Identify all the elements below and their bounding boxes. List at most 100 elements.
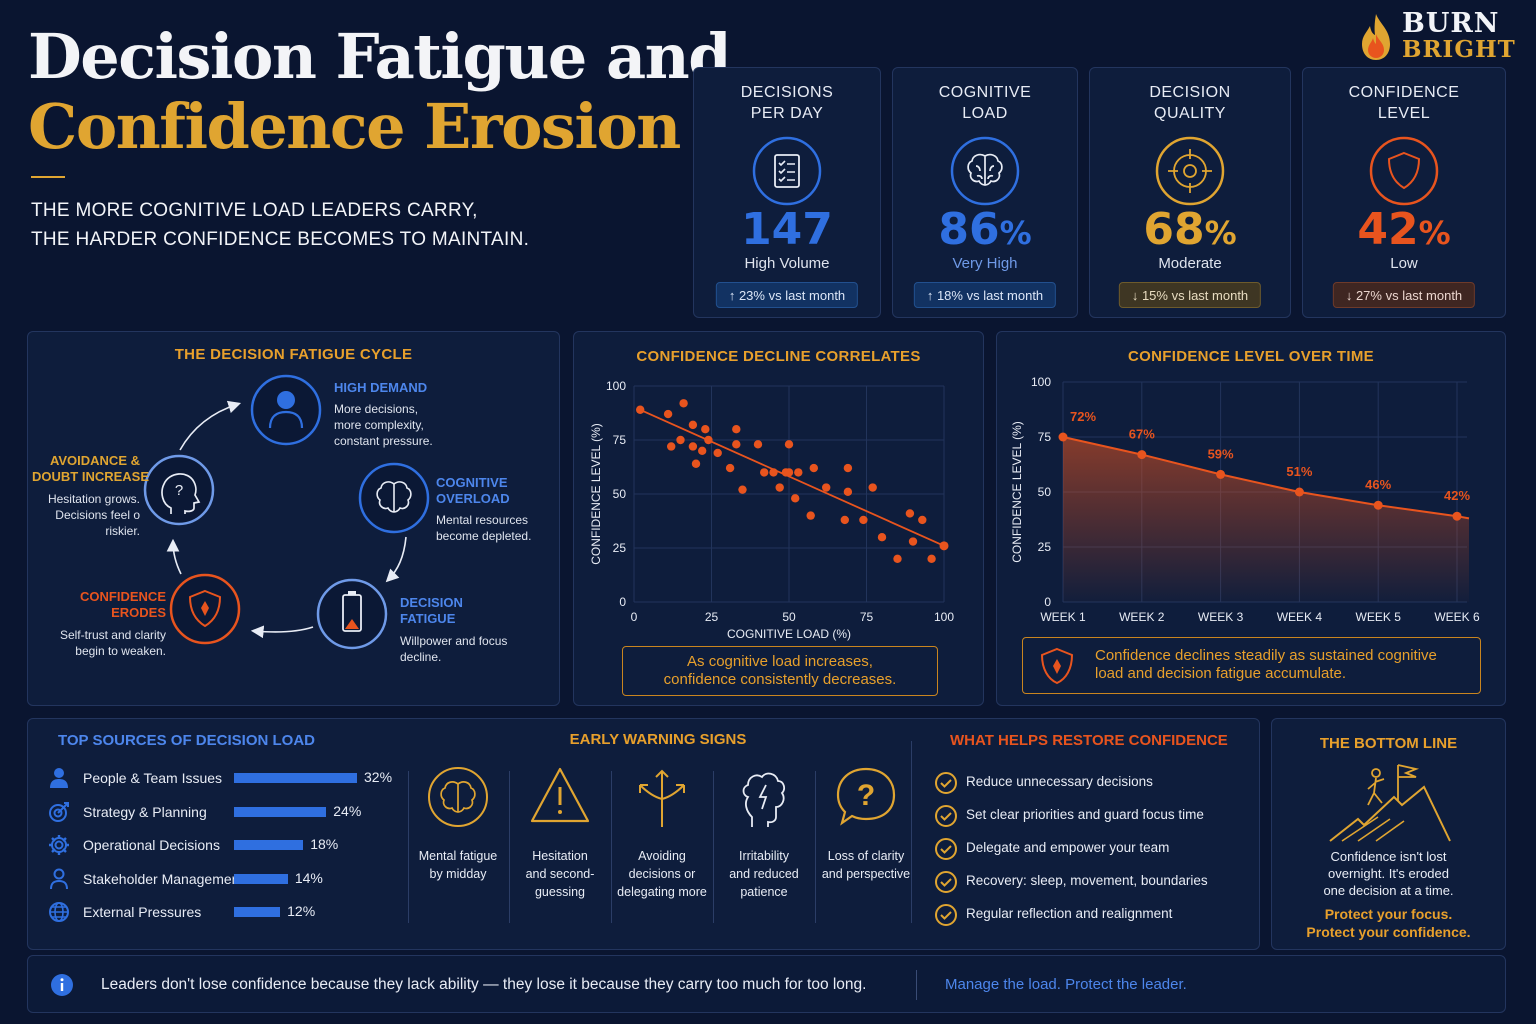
scatter-point xyxy=(868,483,877,492)
cycle-node-title: FATIGUE xyxy=(400,611,456,626)
cycle-node-decision-fatigue xyxy=(316,578,388,650)
area-chart: 0 25 50 75 100 WEEK 1 WEEK 2 WEEK 3 WEEK 4 WEEK 5… xyxy=(1010,375,1480,624)
restore-item-text: Set clear priorities and guard focus tim… xyxy=(966,807,1204,822)
check-circle-icon xyxy=(935,904,957,926)
scatter-point xyxy=(840,515,849,525)
source-label: Stakeholder Management xyxy=(83,870,244,887)
sources-warnings-restore-panel: TOP SOURCES OF DECISION LOAD People & Te… xyxy=(27,718,1260,950)
cycle-node-title: HIGH DEMAND xyxy=(334,380,428,395)
info-icon xyxy=(51,974,73,996)
caption-line: guessing xyxy=(534,885,586,899)
kpi-card-decisions: DECISIONS PER DAY 147 High Volume ↑ 23% v… xyxy=(693,67,881,318)
kpi-card-confidence: CONFIDENCE LEVEL 42% Low ↓ 27% vs last mo… xyxy=(1302,67,1506,318)
bottom-line-panel: THE BOTTOM LINE Confidence isn't lost ov… xyxy=(1271,718,1506,950)
scatter-callout: As cognitive load increases, confidence … xyxy=(622,646,938,696)
data-label: 59% xyxy=(1208,446,1234,461)
scatter-point xyxy=(905,509,915,518)
divider xyxy=(815,771,816,923)
cycle-node-confidence-erodes xyxy=(169,573,241,645)
y-tick-label: 75 xyxy=(1038,430,1052,444)
kpi-label-line: LOAD xyxy=(962,105,1008,122)
warning-item: Mental fatigue by midday xyxy=(410,759,506,881)
scatter-point xyxy=(822,483,831,492)
caption-line: patience xyxy=(740,885,788,899)
brain-icon xyxy=(428,767,488,827)
kpi-number: 42 xyxy=(1357,204,1419,255)
cycle-arrow xyxy=(179,400,242,451)
y-tick-label: 25 xyxy=(613,541,627,555)
data-label: 72% xyxy=(1070,409,1096,424)
cycle-node-title: DOUBT INCREASE xyxy=(32,469,150,484)
cycle-node-desc: constant pressure. xyxy=(334,434,433,448)
scatter-point xyxy=(732,440,741,449)
footer-message: Leaders don't lose confidence because th… xyxy=(101,976,867,993)
x-tick-label: WEEK 3 xyxy=(1198,610,1244,624)
bottom-line-emphasis-line: Protect your confidence. xyxy=(1306,924,1471,940)
cycle-node-title: CONFIDENCE xyxy=(80,589,166,604)
kpi-label-line: LEVEL xyxy=(1377,105,1431,122)
cycle-node-desc: Self-trust and clarity xyxy=(59,628,166,642)
cycle-node-desc: become depleted. xyxy=(436,529,532,543)
callout-line: load and decision fatigue accumulate. xyxy=(1095,665,1347,682)
flame-icon xyxy=(1362,14,1390,60)
scatter-point xyxy=(784,440,794,449)
divider xyxy=(916,970,917,1000)
scatter-point xyxy=(843,463,853,473)
line-chart-callout: Confidence declines steadily as sustaine… xyxy=(1022,637,1481,694)
kpi-label-line: PER DAY xyxy=(750,105,824,122)
cycle-node-title: COGNITIVE xyxy=(436,475,508,490)
caption-line: Loss of clarity xyxy=(827,849,905,863)
x-tick-label: 0 xyxy=(631,610,638,624)
cycle-diagram: ? xyxy=(143,374,430,650)
area-fill xyxy=(1063,437,1469,602)
callout-line: Confidence declines steadily as sustaine… xyxy=(1095,647,1437,664)
kpi-desc: High Volume xyxy=(744,255,830,272)
line-chart-title: CONFIDENCE LEVEL OVER TIME xyxy=(1128,348,1374,365)
cycle-node-desc: begin to weaken. xyxy=(75,644,166,658)
caption-line: and perspective xyxy=(821,867,911,881)
brand-logo: BURN BRIGHT xyxy=(1356,8,1516,64)
scatter-point xyxy=(843,487,853,497)
cycle-node-desc: Mental resources xyxy=(436,513,529,527)
restore-title: WHAT HELPS RESTORE CONFIDENCE xyxy=(950,732,1228,749)
kpi-label: CONFIDENCE LEVEL xyxy=(1303,82,1505,124)
scatter-point xyxy=(688,442,698,451)
kpi-change-badge: ↑ 23% vs last month xyxy=(715,282,859,308)
user-outline-icon xyxy=(48,868,70,894)
source-bar xyxy=(234,907,281,917)
source-bar xyxy=(234,773,357,783)
cycle-text-avoidance: AVOIDANCE & DOUBT INCREASE Hesitation gr… xyxy=(32,453,150,539)
cycle-node-title: AVOIDANCE & xyxy=(49,453,140,468)
data-point xyxy=(1216,469,1226,479)
y-tick-label: 100 xyxy=(606,379,626,393)
check-circle-icon xyxy=(935,871,957,893)
scatter-point xyxy=(753,440,763,449)
source-value: 14% xyxy=(294,869,323,886)
sources-bar-chart: People & Team Issues 32% Strategy & Planni… xyxy=(28,719,408,951)
subtitle-line-1: THE MORE COGNITIVE LOAD LEADERS CARRY, xyxy=(31,200,478,221)
warning-caption: Loss of clarity and perspective xyxy=(818,847,914,883)
data-label: 42% xyxy=(1444,488,1470,503)
brain-icon xyxy=(950,136,1020,206)
shield-icon xyxy=(1369,136,1439,206)
source-bar xyxy=(234,840,304,850)
scatter-point xyxy=(688,420,698,430)
footer-tagline: Manage the load. Protect the leader. xyxy=(945,976,1187,993)
head-question-icon: ? xyxy=(161,473,201,514)
logo-word-2: BRIGHT xyxy=(1402,36,1516,63)
data-point xyxy=(1058,432,1068,442)
x-tick-label: 25 xyxy=(705,610,719,624)
kpi-card-decision-quality: DECISION QUALITY 68% Moderate ↓ 15% vs la… xyxy=(1089,67,1291,318)
checklist-icon xyxy=(752,136,822,206)
source-value: 24% xyxy=(333,802,362,819)
check-circle-icon xyxy=(935,772,957,794)
kpi-change-badge: ↓ 15% vs last month xyxy=(1118,282,1262,308)
source-row: Strategy & Planning 24% xyxy=(48,800,408,826)
kpi-number: 147 xyxy=(741,204,833,255)
sources-title: TOP SOURCES OF DECISION LOAD xyxy=(58,732,315,749)
scatter-point xyxy=(791,494,800,503)
kpi-unit: % xyxy=(1204,214,1237,252)
data-point xyxy=(1137,450,1147,460)
scatter-point xyxy=(713,448,722,458)
kpi-unit: % xyxy=(1418,214,1451,252)
